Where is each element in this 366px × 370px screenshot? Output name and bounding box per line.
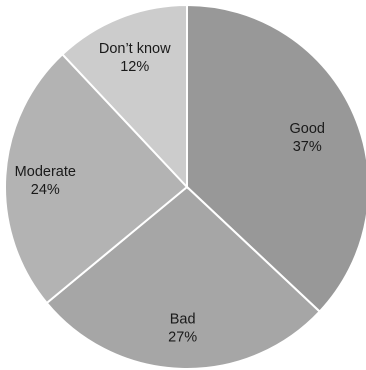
slice-percent-3: 12%: [120, 59, 149, 75]
slice-percent-2: 24%: [31, 182, 60, 198]
pie-labels: Good 37% Bad 27% Moderate 24% Don’t know 12%: [15, 41, 325, 345]
slice-percent-1: 27%: [168, 329, 197, 345]
pie-slice-3: [60, 3, 188, 190]
slice-label-1: Bad: [170, 311, 196, 327]
pie-slice-1: [45, 185, 322, 370]
pie-slice-2: [4, 52, 189, 305]
slice-percent-0: 37%: [293, 139, 322, 155]
slice-label-3: Don’t know: [99, 41, 171, 57]
slice-label-2: Moderate: [15, 164, 76, 180]
pie-slices: [4, 3, 366, 370]
pie-slice-0: [186, 3, 366, 314]
slice-label-0: Good: [290, 121, 325, 137]
